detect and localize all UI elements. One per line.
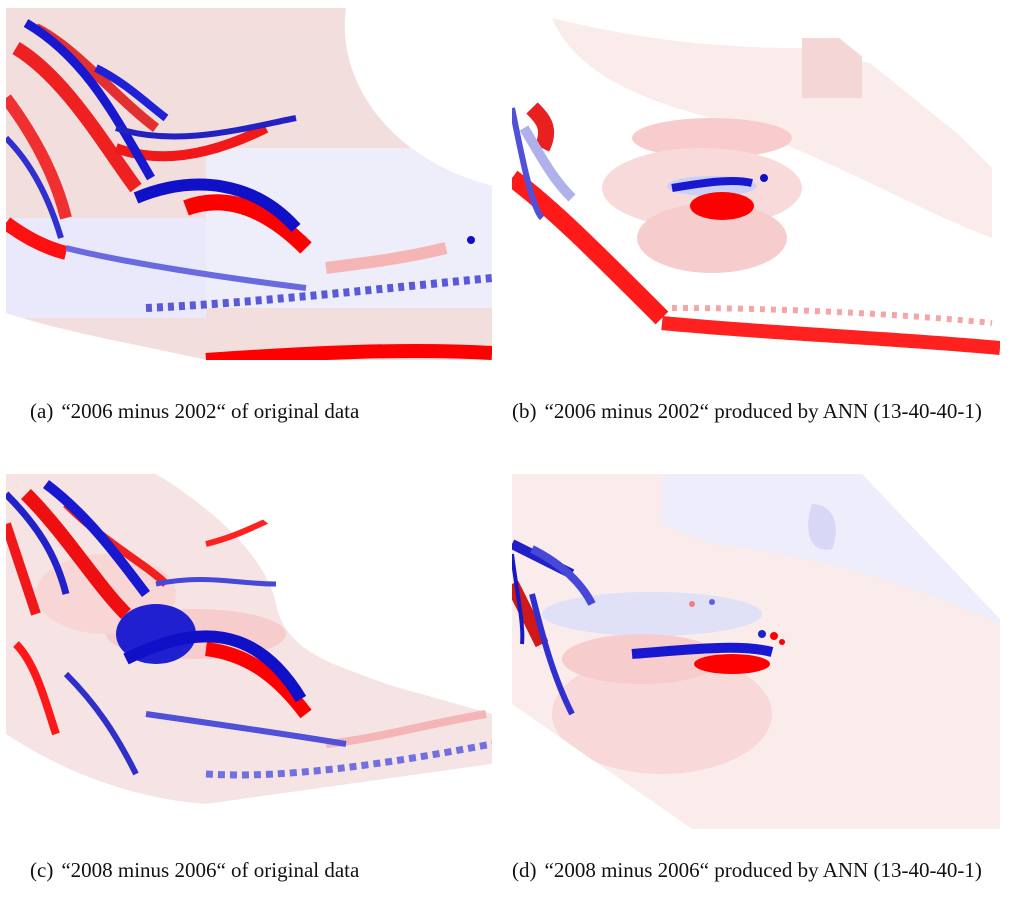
caption-d-text: “2008 minus 2006“ produced by ANN (13-40… bbox=[544, 858, 982, 882]
caption-d: (d) “2008 minus 2006“ produced by ANN (13… bbox=[512, 856, 1007, 884]
caption-b-text: “2006 minus 2002“ produced by ANN (13-40… bbox=[544, 399, 982, 423]
panel-b-map bbox=[512, 8, 1000, 360]
caption-a-text: “2006 minus 2002“ of original data bbox=[61, 399, 360, 423]
panel-c-map bbox=[6, 474, 492, 804]
caption-a-label: (a) bbox=[30, 399, 54, 423]
panel-c-heatmap bbox=[6, 474, 492, 804]
caption-a: (a) “2006 minus 2002“ of original data bbox=[30, 397, 490, 425]
panel-d-map bbox=[512, 474, 1000, 829]
caption-c: (c) “2008 minus 2006“ of original data bbox=[30, 856, 490, 884]
panel-d-heatmap bbox=[512, 474, 1000, 829]
caption-c-label: (c) bbox=[30, 858, 54, 882]
caption-d-label: (d) bbox=[512, 858, 537, 882]
panel-a-heatmap bbox=[6, 8, 492, 360]
caption-c-text: “2008 minus 2006“ of original data bbox=[61, 858, 360, 882]
panel-b-heatmap bbox=[512, 8, 1000, 360]
caption-b: (b) “2006 minus 2002“ produced by ANN (13… bbox=[512, 397, 1007, 425]
caption-b-label: (b) bbox=[512, 399, 537, 423]
panel-a-map bbox=[6, 8, 492, 360]
